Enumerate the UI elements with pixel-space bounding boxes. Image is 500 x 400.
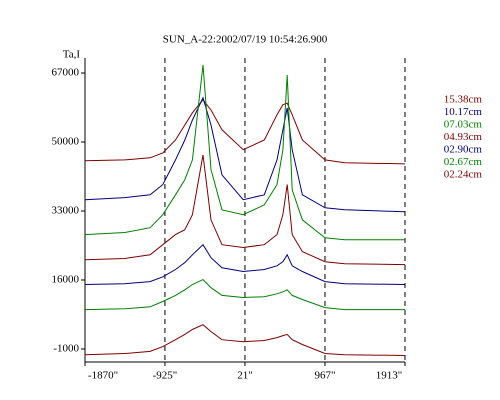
x-tick-label: -925": [153, 370, 178, 382]
x-tick-label: -1870": [88, 370, 118, 382]
legend-entry: 15.38cm: [444, 94, 483, 106]
x-tick-label: 21": [237, 370, 253, 382]
y-tick-label: 33000: [52, 205, 80, 217]
series-line: [84, 64, 405, 241]
series-line: [84, 154, 406, 266]
legend-entry: 07.03cm: [444, 119, 483, 131]
y-tick-label: 16000: [52, 274, 80, 286]
series-line: [84, 243, 406, 285]
x-tick-label: 967": [314, 370, 335, 382]
chart-title: SUN_A-22:2002/07/19 10:54:26.900: [163, 34, 328, 46]
legend-entry: 10.17cm: [444, 106, 483, 118]
y-tick-label: 67000: [52, 67, 80, 79]
x-tick-label: 1913": [376, 370, 403, 382]
legend-entry: 02.67cm: [444, 156, 483, 168]
series-line: [84, 324, 406, 356]
y-tick-label: -1000: [53, 343, 79, 355]
y-tick-label: 50000: [52, 136, 80, 148]
legend-entry: 02.24cm: [444, 169, 483, 181]
series-line: [84, 96, 406, 213]
y-axis-label: Ta,I: [63, 49, 81, 61]
legend-entry: 02.90cm: [444, 144, 483, 156]
series-line: [84, 278, 405, 311]
legend-entry: 04.93cm: [444, 131, 483, 143]
series-line: [84, 98, 406, 165]
